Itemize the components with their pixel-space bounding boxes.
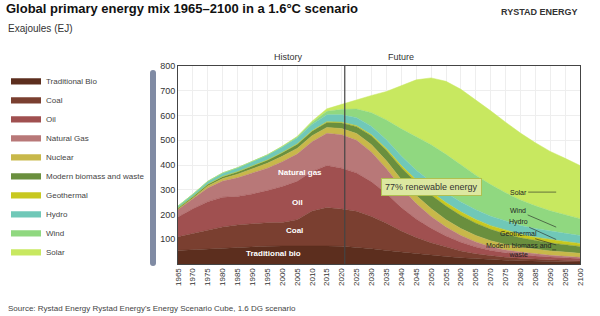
svg-text:300: 300 xyxy=(160,185,175,195)
svg-text:Traditional Bio: Traditional Bio xyxy=(46,77,97,86)
svg-text:Source: Rystad Energy Rystad E: Source: Rystad Energy Rystad Energy's En… xyxy=(8,304,296,313)
svg-text:Oil: Oil xyxy=(46,115,56,124)
svg-text:77% renewable energy: 77% renewable energy xyxy=(385,182,478,192)
svg-text:1985: 1985 xyxy=(233,268,242,286)
svg-text:2075: 2075 xyxy=(501,268,510,286)
svg-text:2015: 2015 xyxy=(322,268,331,286)
svg-text:2005: 2005 xyxy=(293,268,302,286)
svg-text:Exajoules (EJ): Exajoules (EJ) xyxy=(8,23,72,34)
svg-text:Wind: Wind xyxy=(510,207,526,214)
svg-text:2000: 2000 xyxy=(278,268,287,286)
svg-text:2065: 2065 xyxy=(471,268,480,286)
svg-text:2020: 2020 xyxy=(337,268,346,286)
svg-text:2095: 2095 xyxy=(561,268,570,286)
svg-text:700: 700 xyxy=(160,86,175,96)
svg-text:RYSTAD ENERGY: RYSTAD ENERGY xyxy=(501,7,578,17)
svg-text:2070: 2070 xyxy=(486,268,495,286)
svg-text:1980: 1980 xyxy=(218,268,227,286)
svg-text:Modern biomass andwaste: Modern biomass andwaste xyxy=(486,242,551,258)
svg-text:800: 800 xyxy=(160,61,175,71)
svg-text:200: 200 xyxy=(160,210,175,220)
svg-text:Solar: Solar xyxy=(510,189,527,196)
svg-text:Hydro: Hydro xyxy=(509,218,528,226)
svg-text:Nuclear: Nuclear xyxy=(46,153,74,162)
svg-text:Geothermal: Geothermal xyxy=(46,191,88,200)
svg-text:Natural gas: Natural gas xyxy=(278,168,322,177)
svg-text:Global primary energy mix 1965: Global primary energy mix 1965–2100 in a… xyxy=(6,1,358,16)
svg-text:2060: 2060 xyxy=(456,268,465,286)
svg-text:Coal: Coal xyxy=(46,96,63,105)
svg-text:1965: 1965 xyxy=(174,268,183,286)
svg-text:Coal: Coal xyxy=(286,226,303,235)
svg-text:2090: 2090 xyxy=(546,268,555,286)
svg-text:2055: 2055 xyxy=(442,268,451,286)
svg-text:400: 400 xyxy=(160,160,175,170)
svg-text:1990: 1990 xyxy=(248,268,257,286)
svg-text:600: 600 xyxy=(160,111,175,121)
svg-text:2030: 2030 xyxy=(367,268,376,286)
svg-text:2045: 2045 xyxy=(412,268,421,286)
svg-text:History: History xyxy=(274,52,303,62)
svg-text:Traditional bio: Traditional bio xyxy=(246,249,301,258)
svg-text:2050: 2050 xyxy=(427,268,436,286)
svg-text:2025: 2025 xyxy=(352,268,361,286)
svg-text:2010: 2010 xyxy=(308,268,317,286)
svg-text:Hydro: Hydro xyxy=(46,210,68,219)
svg-text:Geothermal: Geothermal xyxy=(500,230,537,237)
svg-text:Future: Future xyxy=(388,52,414,62)
svg-text:100: 100 xyxy=(160,234,175,244)
svg-text:2035: 2035 xyxy=(382,268,391,286)
svg-text:Oil: Oil xyxy=(292,198,303,207)
svg-text:2085: 2085 xyxy=(531,268,540,286)
svg-text:2100: 2100 xyxy=(576,268,585,286)
svg-text:Modern biomass and waste: Modern biomass and waste xyxy=(46,172,144,181)
svg-text:500: 500 xyxy=(160,135,175,145)
svg-text:Natural Gas: Natural Gas xyxy=(46,134,89,143)
svg-text:2040: 2040 xyxy=(397,268,406,286)
svg-text:1975: 1975 xyxy=(203,268,212,286)
svg-text:Wind: Wind xyxy=(46,229,64,238)
svg-text:1970: 1970 xyxy=(188,268,197,286)
svg-text:Solar: Solar xyxy=(46,248,65,257)
svg-text:2080: 2080 xyxy=(516,268,525,286)
svg-text:1995: 1995 xyxy=(263,268,272,286)
